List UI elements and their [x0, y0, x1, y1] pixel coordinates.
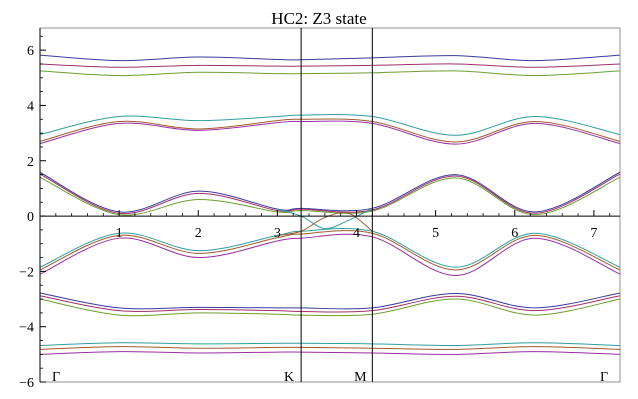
symmetry-point-label: Γ: [600, 370, 608, 385]
band-line-17: [39, 346, 621, 350]
y-tick-label: 0: [27, 210, 34, 225]
x-tick-label: 4: [353, 226, 360, 241]
band-line-3: [39, 70, 621, 77]
crossing-band-2: [277, 212, 373, 236]
y-tick-label: −4: [19, 321, 34, 336]
band-line-8: [39, 173, 621, 215]
band-line-1: [39, 54, 621, 62]
band-line-5: [39, 118, 621, 143]
band-line-2: [39, 63, 621, 68]
x-tick-label: 3: [274, 226, 281, 241]
y-tick-label: 2: [27, 155, 34, 170]
band-line-12: [39, 233, 621, 277]
symmetry-point-label: K: [284, 370, 294, 385]
band-line-15: [39, 298, 621, 317]
band-line-4: [39, 114, 621, 136]
y-tick-label: −2: [19, 265, 34, 280]
x-tick-label: 5: [432, 226, 439, 241]
axis-layer: [39, 27, 621, 383]
x-tick-label: 7: [590, 226, 597, 241]
symmetry-point-label: M: [354, 370, 367, 385]
band-line-7: [39, 171, 621, 213]
band-line-11: [39, 230, 621, 271]
y-tick-label: 6: [27, 44, 34, 59]
x-tick-label: 6: [511, 226, 518, 241]
x-tick-label: 2: [195, 226, 202, 241]
label-layer: −6 −4 −2 0 2 4 6 1 2 3 4 5 6 7 Γ K M Γ: [19, 44, 608, 391]
band-line-10: [39, 227, 621, 268]
chart-title: HC2: Z3 state: [271, 9, 366, 28]
series-layer: [39, 54, 621, 355]
band-line-18: [39, 351, 621, 355]
y-tick-label: 4: [27, 99, 34, 114]
x-tick-label: 1: [116, 226, 123, 241]
band-line-9: [39, 176, 621, 216]
band-line-13: [39, 292, 621, 310]
band-line-6: [39, 120, 621, 145]
symmetry-point-label: Γ: [52, 370, 60, 385]
band-line-14: [39, 295, 621, 313]
y-tick-label: −6: [19, 376, 34, 391]
band-line-16: [39, 342, 621, 346]
plot-frame: [39, 27, 621, 383]
